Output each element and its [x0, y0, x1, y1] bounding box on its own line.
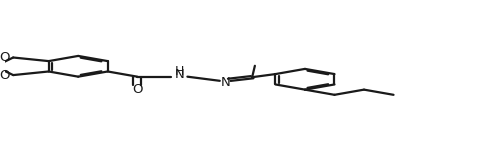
Text: N: N [175, 68, 185, 81]
Text: O: O [0, 51, 10, 64]
Text: O: O [132, 83, 142, 96]
Text: H: H [175, 65, 185, 78]
Text: N: N [221, 76, 230, 90]
Text: O: O [0, 69, 10, 82]
